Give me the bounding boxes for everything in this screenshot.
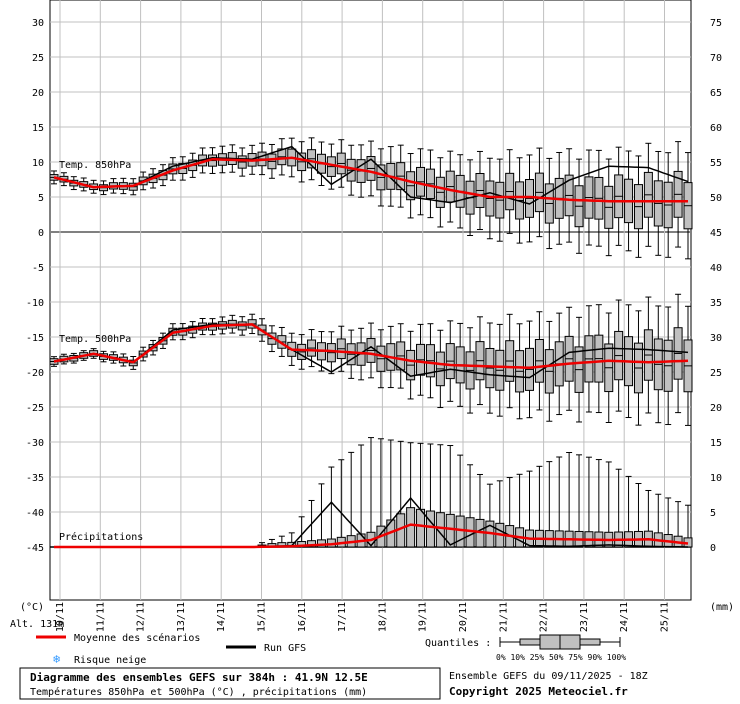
series-lines: [53, 145, 689, 549]
left-tick-label: -10: [26, 298, 44, 309]
precip-mean-line: [54, 523, 689, 549]
precip-box: [435, 512, 445, 548]
left-tick-label: -5: [32, 263, 44, 274]
x-tick-label: 18/11: [377, 602, 388, 632]
left-tick-label: -45: [26, 543, 44, 554]
copyright: Copyright 2025 Meteociel.fr: [449, 685, 628, 698]
x-tick-label: 20/11: [458, 602, 469, 632]
plot-frame: [49, 0, 692, 601]
left-tick-label: -15: [26, 333, 44, 344]
altitude-label: Alt. 131m: [10, 619, 64, 630]
legend: Moyenne des scénarios Run GFS ❄ Risque n…: [36, 632, 626, 666]
right-tick-label: 10: [710, 473, 722, 484]
right-tick-label: 50: [710, 193, 722, 204]
precip-box: [455, 515, 465, 548]
x-tick-label: 23/11: [579, 602, 590, 632]
left-tick-label: -35: [26, 473, 44, 484]
left-tick-label: 25: [32, 53, 44, 64]
right-tick-label: 75: [710, 18, 722, 29]
left-tick-label: 5: [38, 193, 44, 204]
left-tick-label: 15: [32, 123, 44, 134]
legend-snow-label: Risque neige: [74, 655, 146, 666]
right-tick-label: 65: [710, 88, 722, 99]
right-tick-label: 0: [710, 543, 716, 554]
title-box: [19, 667, 441, 700]
right-tick-label: 30: [710, 333, 722, 344]
precip-box: [406, 507, 416, 548]
panel-label-t850: Temp. 850hPa: [59, 160, 131, 171]
right-tick-label: 25: [710, 368, 722, 379]
left-tick-label: 30: [32, 18, 44, 29]
x-tick-label: 21/11: [498, 602, 509, 632]
right-tick-label: 45: [710, 228, 722, 239]
chart-subtitle: Températures 850hPa et 500hPa (°C) , pré…: [30, 686, 367, 698]
right-tick-label: 55: [710, 158, 722, 169]
right-tick-label: 60: [710, 123, 722, 134]
x-tick-label: 13/11: [176, 602, 187, 632]
quantiles-labels: 0% 10% 25% 50% 75% 90% 100%: [496, 653, 626, 662]
right-tick-label: 5: [710, 508, 716, 519]
right-tick-label: 35: [710, 298, 722, 309]
right-tick-label: 15: [710, 438, 722, 449]
quantiles-box-icon: [499, 634, 621, 650]
panel-label-precip: Précipitations: [59, 531, 143, 543]
left-unit: (°C): [20, 602, 44, 613]
right-tick-label: 70: [710, 53, 722, 64]
x-tick-label: 24/11: [619, 602, 630, 632]
left-tick-label: 10: [32, 158, 44, 169]
left-tick-label: -25: [26, 403, 44, 414]
right-tick-label: 20: [710, 403, 722, 414]
x-tick-label: 22/11: [539, 602, 550, 632]
snowflake-icon: ❄: [53, 652, 60, 666]
legend-mean-label: Moyenne des scénarios: [74, 632, 200, 644]
t500-run-line: [53, 323, 689, 379]
x-tick-label: 10/11: [55, 602, 66, 632]
x-tick-label: 14/11: [216, 602, 227, 632]
t850-mean-line: [53, 156, 688, 203]
x-tick-label: 11/11: [95, 602, 106, 632]
quantiles-title: Quantiles :: [425, 638, 491, 649]
legend-run-label: Run GFS: [264, 643, 306, 654]
left-tick-label: -40: [26, 508, 44, 519]
precip-box: [416, 508, 426, 548]
panel-label-t500: Temp. 500hPa: [59, 334, 131, 345]
x-tick-label: 15/11: [257, 602, 268, 632]
t500-mean-line: [53, 323, 689, 370]
t850-run-line: [53, 145, 689, 205]
left-tick-label: 0: [38, 228, 44, 239]
x-tick-label: 16/11: [297, 602, 308, 632]
precip-box: [425, 510, 435, 548]
right-tick-label: 40: [710, 263, 722, 274]
x-tick-label: 17/11: [337, 602, 348, 632]
precip-box: [445, 513, 455, 548]
left-tick-label: -30: [26, 438, 44, 449]
right-unit: (mm): [710, 602, 734, 613]
run-info: Ensemble GEFS du 09/11/2025 - 18Z: [449, 671, 648, 682]
chart-title: Diagramme des ensembles GEFS sur 384h : …: [30, 671, 368, 684]
x-tick-label: 25/11: [660, 602, 671, 632]
x-tick-label: 12/11: [136, 602, 147, 632]
left-tick-label: 20: [32, 88, 44, 99]
x-tick-label: 19/11: [418, 602, 429, 632]
left-tick-label: -20: [26, 368, 44, 379]
